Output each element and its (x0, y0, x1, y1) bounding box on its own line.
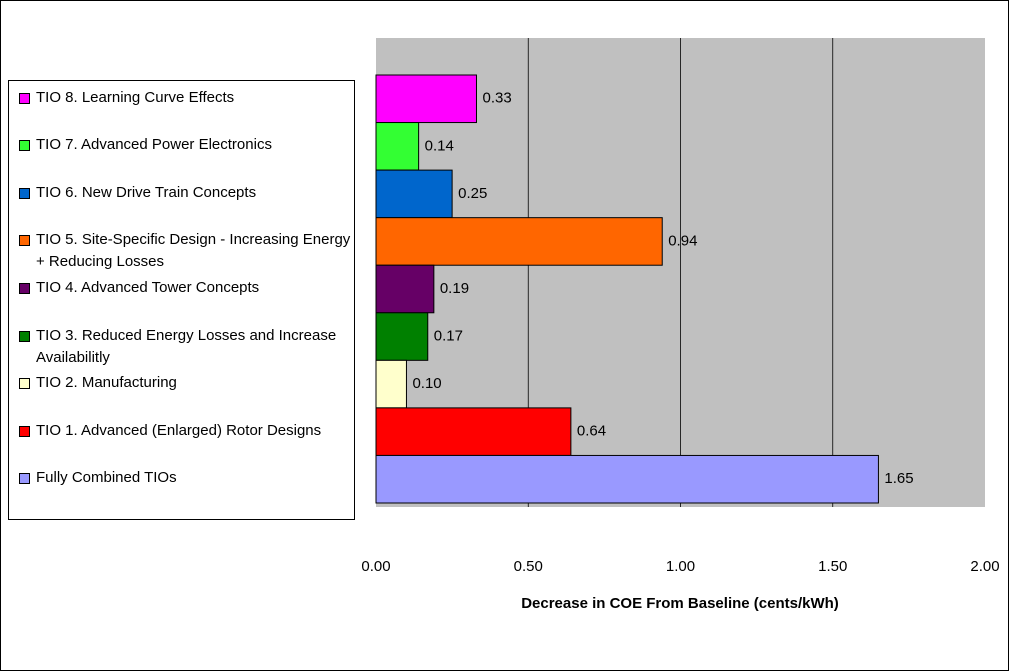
legend-label: Fully Combined TIOs (36, 469, 177, 487)
bar (375, 312, 429, 361)
bar (375, 217, 663, 266)
data-label: 1.65 (884, 470, 913, 487)
legend-label: TIO 8. Learning Curve Effects (36, 88, 235, 106)
legend-item: TIO 7. Advanced Power Electronics (19, 134, 354, 156)
legend-label: TIO 4. Advanced Tower Concepts (36, 279, 260, 296)
x-axis-title: Decrease in COE From Baseline (cents/kWh… (521, 595, 839, 612)
x-tick-label: 1.50 (818, 558, 847, 575)
legend-swatch (19, 378, 30, 390)
legend: TIO 8. Learning Curve Effects TIO 7. Adva… (8, 80, 355, 520)
legend-label: TIO 7. Advanced Power Electronics (36, 136, 272, 154)
data-label: 0.25 (458, 185, 487, 202)
legend-swatch (19, 140, 30, 152)
x-tick-label: 2.00 (970, 558, 999, 575)
data-label: 0.64 (577, 423, 606, 440)
legend-item: TIO 4. Advanced Tower Concepts (19, 277, 354, 299)
bar (375, 359, 407, 409)
legend-label: TIO 1. Advanced (Enlarged) Rotor Designs (36, 421, 322, 439)
data-label: 0.33 (482, 90, 511, 107)
legend-label: TIO 6. New Drive Train Concepts (36, 183, 257, 201)
legend-label: TIO 2. Manufacturing (36, 374, 177, 392)
bar (375, 454, 879, 504)
legend-swatch (19, 235, 30, 247)
legend-swatch (19, 473, 30, 485)
legend-label: TIO 3. Reduced Energy Losses and Increas… (36, 326, 337, 366)
legend-item: TIO 1. Advanced (Enlarged) Rotor Designs (19, 420, 354, 442)
x-tick-label: 0.00 (361, 558, 390, 575)
legend-item: TIO 8. Learning Curve Effects (19, 87, 354, 109)
data-label: 0.17 (434, 328, 463, 345)
legend-swatch (19, 92, 30, 104)
data-label: 0.19 (440, 280, 469, 297)
legend-swatch (19, 425, 30, 437)
bar (375, 169, 453, 219)
x-tick-label: 0.50 (514, 558, 543, 575)
data-label: 0.10 (412, 375, 441, 392)
legend-swatch (19, 187, 30, 199)
bar (375, 407, 572, 456)
legend-item: TIO 6. New Drive Train Concepts (19, 182, 354, 204)
data-label: 0.94 (668, 232, 697, 249)
legend-item: TIO 2. Manufacturing (19, 372, 354, 394)
bar (375, 264, 435, 314)
legend-swatch (19, 330, 30, 342)
legend-item: TIO 5. Site-Specific Design - Increasing… (19, 229, 354, 273)
legend-item: TIO 3. Reduced Energy Losses and Increas… (19, 325, 354, 369)
data-label: 0.14 (425, 137, 454, 154)
bar (375, 74, 477, 124)
legend-label: TIO 5. Site-Specific Design - Increasing… (36, 231, 351, 271)
x-tick-label: 1.00 (666, 558, 695, 575)
legend-item: Fully Combined TIOs (19, 467, 354, 489)
bar (375, 122, 420, 171)
legend-swatch (19, 283, 30, 294)
